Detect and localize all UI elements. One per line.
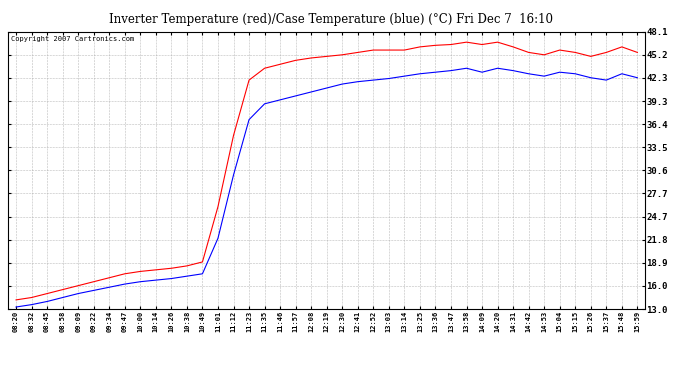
- Text: Copyright 2007 Cartronics.com: Copyright 2007 Cartronics.com: [12, 36, 135, 42]
- Text: Inverter Temperature (red)/Case Temperature (blue) (°C) Fri Dec 7  16:10: Inverter Temperature (red)/Case Temperat…: [109, 13, 553, 26]
